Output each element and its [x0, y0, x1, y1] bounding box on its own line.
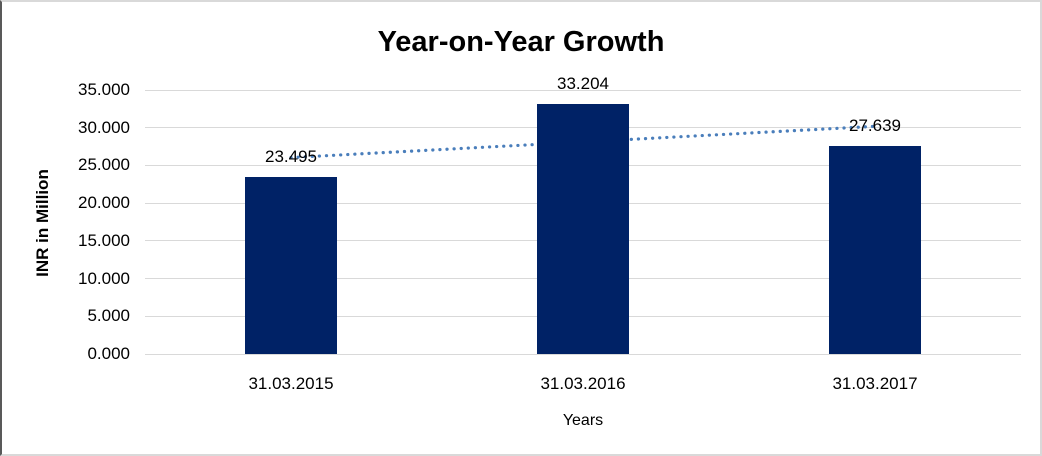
bar-31.03.2017[interactable]	[829, 145, 921, 354]
y-axis-tick-label: 25.000	[78, 155, 130, 175]
x-axis-category-label: 31.03.2016	[540, 374, 626, 393]
data-label: 27.639	[849, 115, 901, 135]
y-gridline	[145, 353, 1021, 355]
data-label: 23.495	[265, 146, 317, 166]
y-axis-tick-label: 15.000	[78, 230, 130, 250]
chart-title: Year-on-Year Growth	[377, 26, 665, 58]
x-axis-title: Years	[562, 412, 604, 429]
y-axis-tick-label: 20.000	[78, 193, 130, 213]
y-axis-tick-label: 5.000	[87, 306, 130, 326]
y-axis-tick-label: 10.000	[78, 268, 130, 288]
y-axis-tick-label: 30.000	[78, 117, 130, 137]
y-axis-tick-label: 35.000	[78, 80, 130, 99]
bar-31.03.2016[interactable]	[537, 103, 629, 354]
bar-31.03.2015[interactable]	[245, 176, 337, 354]
data-label: 33.204	[557, 73, 609, 93]
x-axis-category-label: 31.03.2017	[832, 374, 918, 393]
y-gridline	[145, 89, 1021, 91]
y-axis-tick-label: 0.000	[87, 344, 130, 363]
x-axis-category-label: 31.03.2015	[248, 374, 334, 393]
